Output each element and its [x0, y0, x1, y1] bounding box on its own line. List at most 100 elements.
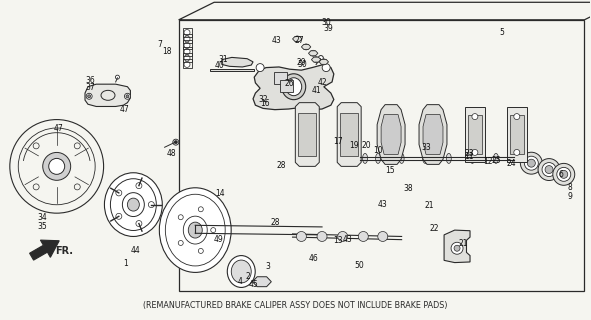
Text: 34: 34: [37, 213, 47, 222]
Text: 38: 38: [404, 184, 414, 193]
Ellipse shape: [557, 167, 571, 181]
Text: 21: 21: [458, 239, 467, 248]
Ellipse shape: [446, 153, 452, 164]
Polygon shape: [252, 277, 271, 287]
Circle shape: [454, 245, 460, 251]
Text: 33: 33: [421, 143, 431, 152]
Text: 21: 21: [424, 201, 434, 210]
Text: 48: 48: [167, 149, 177, 158]
Text: 17: 17: [333, 137, 343, 146]
Circle shape: [317, 231, 327, 242]
Text: 23: 23: [465, 149, 474, 158]
Bar: [183, 60, 192, 68]
Ellipse shape: [282, 74, 306, 100]
Polygon shape: [85, 84, 131, 107]
Circle shape: [173, 139, 179, 145]
Circle shape: [358, 231, 368, 242]
Circle shape: [184, 36, 190, 42]
Text: 43: 43: [343, 235, 352, 244]
Polygon shape: [319, 60, 329, 64]
Bar: [340, 113, 358, 156]
Text: 7: 7: [157, 40, 163, 49]
Bar: [280, 80, 293, 92]
Text: 24: 24: [506, 159, 516, 168]
Circle shape: [115, 75, 119, 79]
Text: 43: 43: [378, 200, 388, 209]
Circle shape: [337, 231, 348, 242]
Ellipse shape: [183, 216, 207, 244]
Text: 32: 32: [258, 95, 268, 104]
Text: (REMANUFACTURED BRAKE CALIPER ASSY DOES NOT INCLUDE BRAKE PADS): (REMANUFACTURED BRAKE CALIPER ASSY DOES …: [143, 301, 448, 310]
Circle shape: [297, 231, 306, 242]
Bar: [183, 28, 192, 36]
Text: 14: 14: [215, 189, 225, 198]
Ellipse shape: [399, 153, 404, 164]
Circle shape: [86, 93, 92, 99]
Ellipse shape: [189, 222, 202, 238]
Polygon shape: [210, 69, 254, 71]
Polygon shape: [444, 230, 470, 263]
Ellipse shape: [160, 188, 231, 272]
Circle shape: [184, 55, 190, 61]
Polygon shape: [377, 105, 405, 164]
Ellipse shape: [545, 165, 553, 173]
Circle shape: [125, 93, 131, 99]
Text: 47: 47: [119, 105, 129, 114]
Ellipse shape: [553, 164, 574, 185]
Circle shape: [514, 114, 520, 120]
Circle shape: [184, 42, 190, 48]
Ellipse shape: [524, 156, 538, 170]
Text: 8: 8: [567, 183, 572, 192]
Ellipse shape: [228, 256, 255, 287]
Circle shape: [303, 44, 309, 50]
Text: 2: 2: [246, 272, 251, 281]
Text: 11: 11: [465, 152, 474, 161]
Ellipse shape: [286, 78, 302, 96]
Bar: [468, 115, 482, 155]
Circle shape: [184, 61, 190, 68]
Text: 50: 50: [354, 261, 364, 270]
Ellipse shape: [538, 159, 560, 180]
Bar: [183, 34, 192, 43]
Text: 39: 39: [324, 24, 333, 33]
Bar: [465, 107, 485, 162]
Circle shape: [136, 220, 142, 227]
Ellipse shape: [375, 153, 381, 164]
Circle shape: [199, 207, 203, 212]
Circle shape: [294, 36, 300, 42]
Polygon shape: [423, 115, 443, 155]
Text: 46: 46: [309, 254, 318, 263]
Text: 20: 20: [362, 141, 371, 150]
Circle shape: [116, 190, 122, 196]
Text: 6: 6: [558, 170, 563, 179]
Text: 9: 9: [567, 192, 572, 201]
Text: 49: 49: [214, 235, 224, 244]
Polygon shape: [293, 36, 302, 41]
Circle shape: [319, 56, 323, 60]
Circle shape: [178, 215, 183, 220]
Text: 43: 43: [272, 36, 281, 45]
Text: 42: 42: [318, 78, 327, 87]
Circle shape: [322, 64, 330, 72]
Polygon shape: [419, 105, 447, 164]
Ellipse shape: [231, 260, 251, 283]
Circle shape: [178, 241, 183, 245]
Ellipse shape: [542, 163, 556, 177]
Text: 41: 41: [312, 86, 322, 95]
Text: 3: 3: [265, 262, 270, 271]
Text: 45: 45: [248, 280, 258, 289]
Text: 30: 30: [322, 19, 331, 28]
Bar: [274, 72, 287, 84]
Text: 31: 31: [219, 55, 228, 64]
Ellipse shape: [423, 153, 428, 164]
Polygon shape: [309, 51, 318, 56]
Polygon shape: [301, 44, 311, 49]
Text: 22: 22: [430, 224, 439, 233]
Polygon shape: [337, 103, 361, 166]
Text: FR.: FR.: [56, 246, 73, 256]
Circle shape: [378, 231, 388, 242]
Polygon shape: [311, 57, 321, 62]
Text: 37: 37: [86, 83, 95, 92]
Text: 26: 26: [285, 79, 294, 88]
Circle shape: [472, 149, 478, 156]
